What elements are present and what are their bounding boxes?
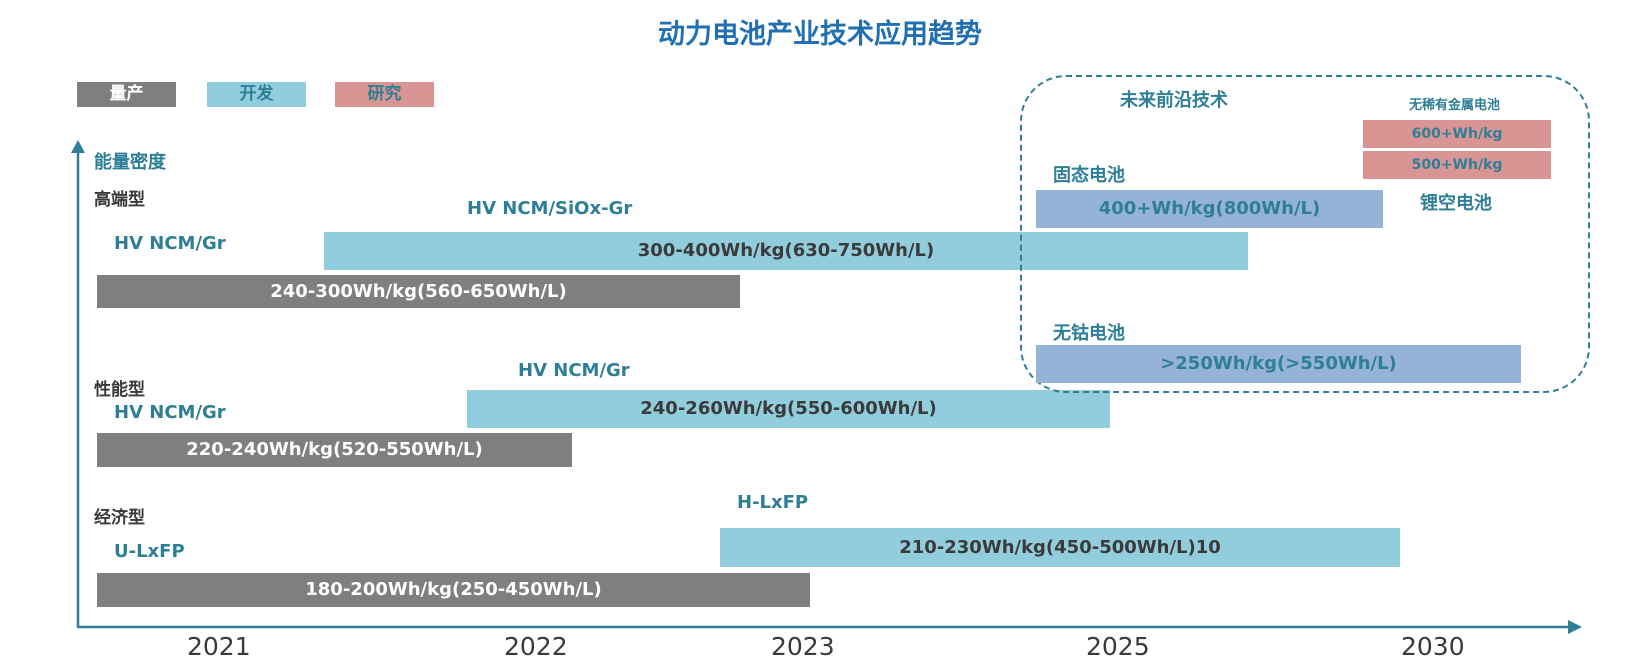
chem-label-high-development: HV NCM/SiOx-Gr <box>467 198 633 219</box>
year-label-2022: 2022 <box>504 632 568 661</box>
chem-label-performance-production: HV NCM/Gr <box>114 402 226 423</box>
legend-development-label: 开发 <box>239 84 274 104</box>
bar-performance-development: 240-260Wh/kg(550-600Wh/L) <box>467 390 1110 428</box>
chem-label-economy-development: H-LxFP <box>737 492 809 513</box>
y-axis-label: 能量密度 <box>94 152 166 173</box>
solid-state-label: 固态电池 <box>1053 165 1125 186</box>
bar-cobalt-free: >250Wh/kg(>550Wh/L) <box>1036 345 1521 383</box>
legend-production: 量产 <box>77 82 176 107</box>
bar-solid-state: 400+Wh/kg(800Wh/L) <box>1036 190 1383 228</box>
year-label-2021: 2021 <box>187 632 251 661</box>
bar-rare-earth-free-low: 500+Wh/kg <box>1363 151 1551 179</box>
page-title: 动力电池产业技术应用趋势 <box>658 19 982 50</box>
category-performance: 性能型 <box>94 380 145 400</box>
bar-high-development: 300-400Wh/kg(630-750Wh/L) <box>324 232 1248 270</box>
year-label-2025: 2025 <box>1086 632 1150 661</box>
legend-development: 开发 <box>207 82 306 107</box>
category-high-end: 高端型 <box>94 190 145 210</box>
legend-research: 研究 <box>335 82 434 107</box>
cobalt-free-label: 无钴电池 <box>1053 323 1125 344</box>
category-economy: 经济型 <box>94 508 145 528</box>
bar-economy-production: 180-200Wh/kg(250-450Wh/L) <box>97 573 810 607</box>
bar-high-production: 240-300Wh/kg(560-650Wh/L) <box>97 275 740 308</box>
year-label-2023: 2023 <box>771 632 835 661</box>
legend-production-label: 量产 <box>109 84 144 104</box>
x-axis-arrow <box>1568 620 1582 634</box>
chem-label-performance-development: HV NCM/Gr <box>518 360 630 381</box>
rare-earth-free-label: 无稀有金属电池 <box>1409 98 1501 113</box>
bar-rare-earth-free-high: 600+Wh/kg <box>1363 120 1551 148</box>
future-tech-region <box>1020 75 1590 393</box>
legend-research-label: 研究 <box>367 84 402 104</box>
bar-economy-development: 210-230Wh/kg(450-500Wh/L)10 <box>720 528 1400 567</box>
y-axis-arrow <box>71 140 85 153</box>
chem-label-economy-production: U-LxFP <box>114 541 185 562</box>
li-air-label: 锂空电池 <box>1420 193 1492 214</box>
chem-label-high-production: HV NCM/Gr <box>114 233 226 254</box>
bar-performance-production: 220-240Wh/kg(520-550Wh/L) <box>97 433 572 467</box>
future-tech-heading: 未来前沿技术 <box>1120 90 1228 111</box>
year-label-2030: 2030 <box>1401 632 1465 661</box>
